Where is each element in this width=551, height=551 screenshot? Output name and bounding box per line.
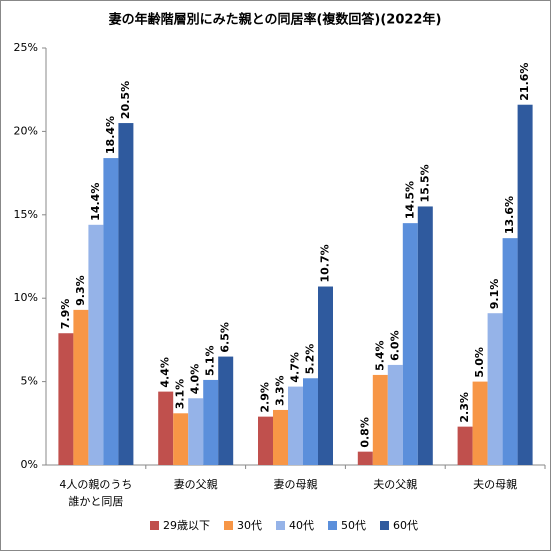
legend-swatch [224,521,233,530]
legend-label: 30代 [237,519,262,532]
x-tick-label: 妻の母親 [274,478,318,491]
value-label: 2.3% [458,392,471,423]
value-label: 5.0% [473,347,486,378]
bar [103,158,119,465]
bar [457,426,473,465]
bar [402,223,418,465]
value-label: 13.6% [503,196,516,234]
bar [203,379,219,465]
legend-swatch [328,521,337,530]
value-label: 5.2% [304,344,317,375]
bar [88,224,104,465]
legend-swatch [380,521,389,530]
value-label: 21.6% [518,63,531,101]
value-label: 3.3% [274,375,287,406]
bar [273,409,288,465]
value-label: 14.4% [89,183,102,221]
y-tick-label: 25% [14,41,38,54]
y-tick-label: 20% [14,124,38,137]
chart-title: 妻の年齢階層別にみた親との同居率(複数回答)(2022年) [109,12,442,28]
value-label: 7.9% [59,299,72,330]
bar [357,451,373,465]
value-label: 10.7% [319,244,332,282]
bar [487,313,503,465]
bar [387,364,403,465]
bar [517,104,533,465]
bar [502,238,518,465]
value-label: 5.4% [373,340,386,371]
bar [218,356,234,465]
x-tick-label: 4人の親のうち誰かと同居 [59,478,132,508]
bar [372,374,388,465]
legend-label: 50代 [341,519,366,532]
bar [472,381,488,465]
legend-label: 40代 [289,519,314,532]
bar [173,413,189,465]
value-label: 15.5% [418,164,431,202]
bar [288,386,303,465]
y-tick-label: 5% [21,375,38,388]
value-label: 14.5% [403,181,416,219]
bar [58,333,74,465]
bar [318,286,333,465]
bar [188,398,204,465]
bar [118,123,134,465]
x-tick-label: 夫の母親 [473,478,517,491]
x-tick-label: 妻の父親 [174,478,218,491]
legend-swatch [150,521,159,530]
bar [417,206,433,465]
bar [303,378,318,465]
x-tick-label: 夫の父親 [373,478,417,491]
y-tick-label: 15% [14,208,38,221]
value-label: 4.7% [289,352,302,383]
legend-label: 29歳以下 [163,519,210,532]
bar [158,391,174,465]
legend-swatch [276,521,285,530]
legend-label: 60代 [393,519,418,532]
value-label: 4.4% [159,357,172,388]
value-label: 9.3% [74,275,87,306]
bar [258,416,273,465]
value-label: 9.1% [488,279,501,310]
value-label: 18.4% [104,116,117,154]
bar [73,309,89,465]
y-tick-label: 10% [14,291,38,304]
value-label: 20.5% [119,81,132,119]
value-label: 5.1% [204,345,217,376]
value-label: 0.8% [358,417,371,448]
value-label: 4.0% [189,364,202,395]
value-label: 3.1% [174,379,187,410]
y-tick-label: 0% [21,458,38,471]
value-label: 6.5% [219,322,232,353]
value-label: 2.9% [259,382,272,413]
value-label: 6.0% [388,330,401,361]
